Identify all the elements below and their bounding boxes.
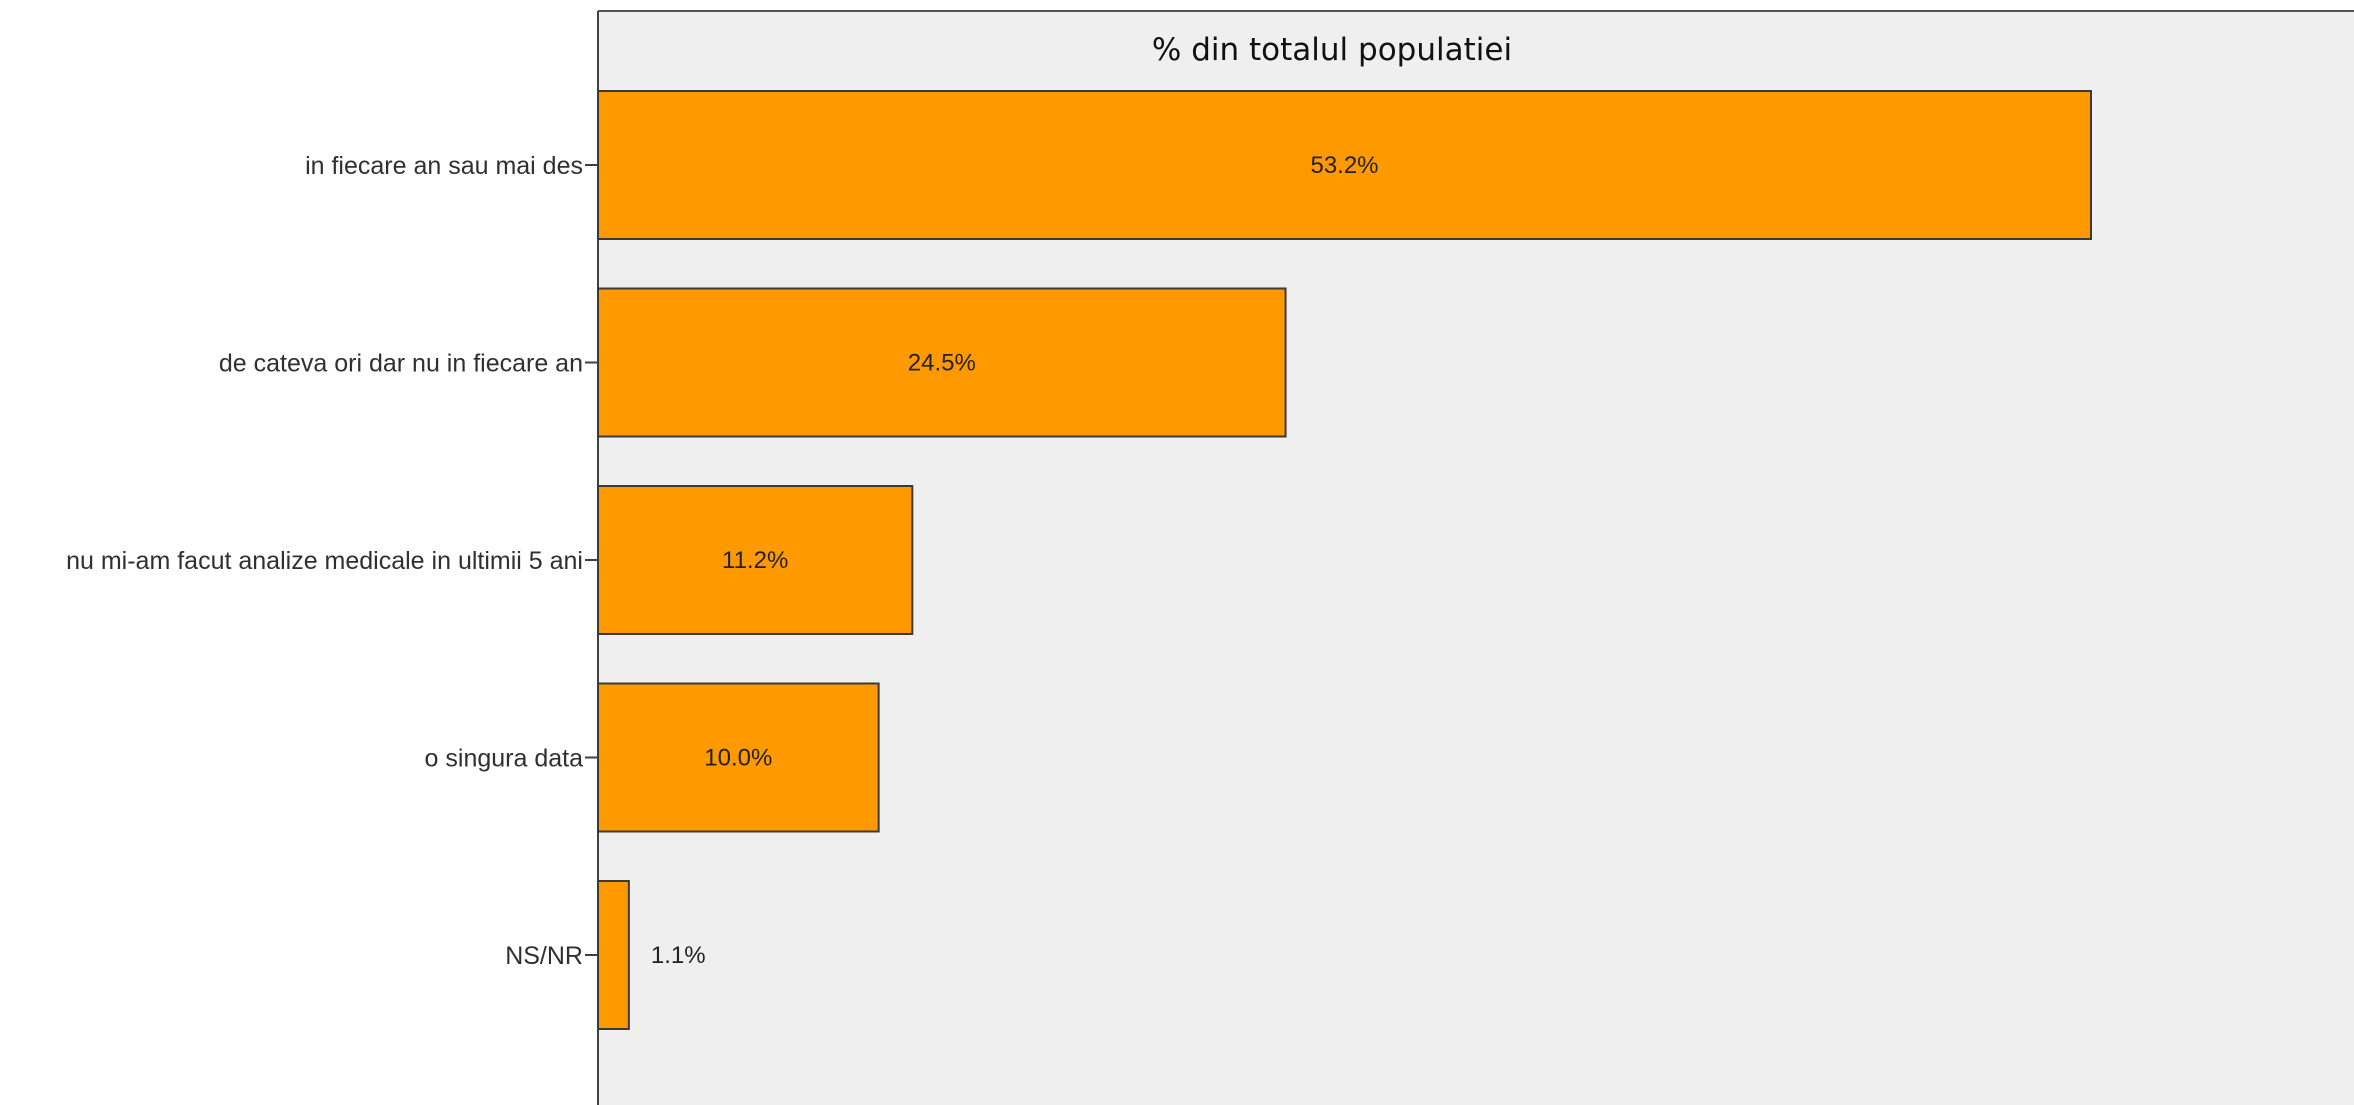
bar: [597, 880, 630, 1030]
chart-title: % din totalul populatiei: [1152, 32, 1512, 68]
category-label: de cateva ori dar nu in fiecare an: [219, 350, 583, 378]
data-label: 10.0%: [704, 745, 772, 772]
category-label: in fiecare an sau mai des: [305, 152, 583, 180]
data-label: 1.1%: [651, 942, 706, 969]
data-label: 11.2%: [722, 547, 788, 574]
data-label: 53.2%: [1310, 152, 1378, 179]
bar: [597, 485, 914, 635]
bar: [597, 287, 1287, 438]
bar: [597, 90, 2092, 240]
category-label: o singura data: [425, 745, 584, 773]
data-label: 24.5%: [908, 350, 976, 377]
bar: [597, 682, 880, 833]
category-label: nu mi-am facut analize medicale in ultim…: [66, 547, 583, 575]
category-label: NS/NR: [505, 942, 583, 970]
bars-layer: in fiecare an sau mai des 53.2% de cateva …: [66, 90, 2092, 1030]
